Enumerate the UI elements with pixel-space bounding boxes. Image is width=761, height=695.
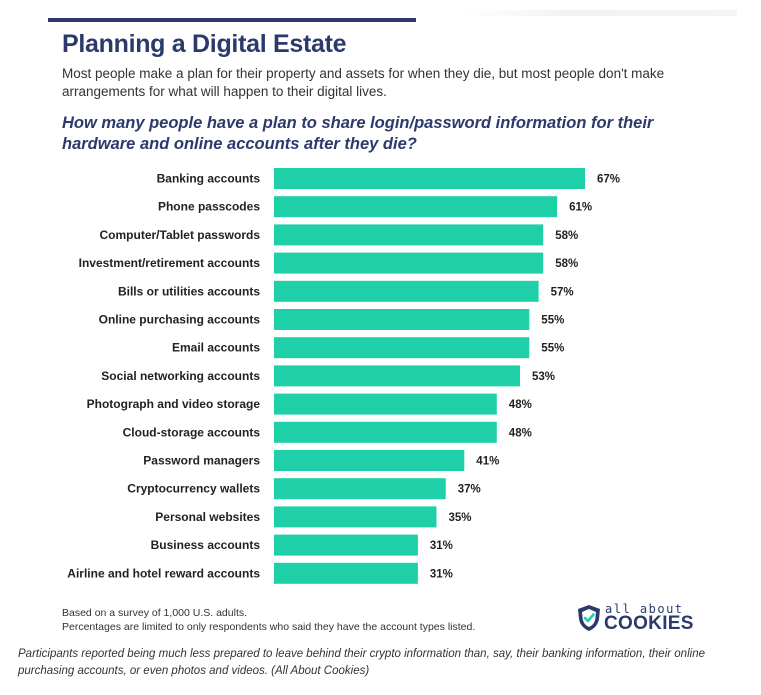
value-label: 48% [509, 427, 532, 439]
category-label: Online purchasing accounts [99, 313, 261, 327]
category-label: Email accounts [172, 341, 260, 355]
category-label: Social networking accounts [101, 369, 260, 383]
value-label: 48% [509, 399, 532, 411]
all-about-cookies-logo[interactable]: all about COOKIES [577, 600, 707, 636]
logo-text-small: all about [605, 602, 684, 616]
bar [274, 562, 418, 584]
bar [274, 393, 497, 415]
category-label: Investment/retirement accounts [79, 256, 261, 270]
value-label: 67% [597, 174, 620, 186]
category-label: Cryptocurrency wallets [127, 482, 260, 496]
category-label: Password managers [143, 454, 260, 468]
bar [274, 252, 544, 274]
value-label: 37% [458, 484, 481, 496]
category-label: Phone passcodes [158, 200, 260, 214]
bar [274, 534, 418, 556]
chart-subtitle: Most people make a plan for their proper… [62, 66, 665, 99]
category-label: Business accounts [151, 538, 261, 552]
bar [274, 280, 539, 302]
value-label: 58% [555, 230, 578, 242]
corner-shadow [462, 10, 737, 16]
value-label: 35% [449, 512, 472, 524]
category-label: Bills or utilities accounts [118, 284, 260, 298]
bar [274, 224, 544, 246]
logo-text-big: COOKIES [604, 613, 694, 634]
value-label: 61% [569, 202, 592, 214]
bar [274, 309, 530, 330]
bar [274, 450, 465, 471]
value-label: 55% [541, 315, 564, 327]
value-label: 57% [551, 286, 574, 298]
header-rule [48, 18, 416, 22]
chart-question: How many people have a plan to share log… [62, 114, 654, 153]
footnote-percentages: Percentages are limited to only responde… [62, 621, 476, 633]
category-label: Cloud-storage accounts [123, 425, 261, 439]
shield-icon [578, 605, 600, 631]
value-label: 31% [430, 568, 453, 580]
image-caption: Participants reported being much less pr… [18, 648, 705, 677]
bar [274, 337, 530, 359]
chart-title: Planning a Digital Estate [62, 30, 347, 58]
footnotes: Based on a survey of 1,000 U.S. adults. … [62, 606, 475, 634]
value-label: 58% [555, 258, 578, 270]
value-label: 41% [476, 456, 499, 468]
bar [274, 478, 446, 500]
bar [274, 196, 558, 218]
category-label: Personal websites [155, 510, 260, 524]
value-label: 31% [430, 540, 453, 552]
bar [274, 421, 497, 443]
bar-chart: Banking accounts 67% Phone passcodes 61% Com… [67, 168, 620, 584]
bar [274, 365, 520, 387]
category-label: Photograph and video storage [87, 397, 261, 411]
category-label: Airline and hotel reward accounts [67, 566, 260, 580]
value-label: 55% [541, 343, 564, 355]
value-label: 53% [532, 371, 555, 383]
bar [274, 168, 585, 189]
category-label: Banking accounts [157, 172, 261, 186]
bar [274, 506, 437, 528]
category-label: Computer/Tablet passwords [100, 228, 261, 242]
footnote-survey: Based on a survey of 1,000 U.S. adults. [62, 607, 248, 619]
